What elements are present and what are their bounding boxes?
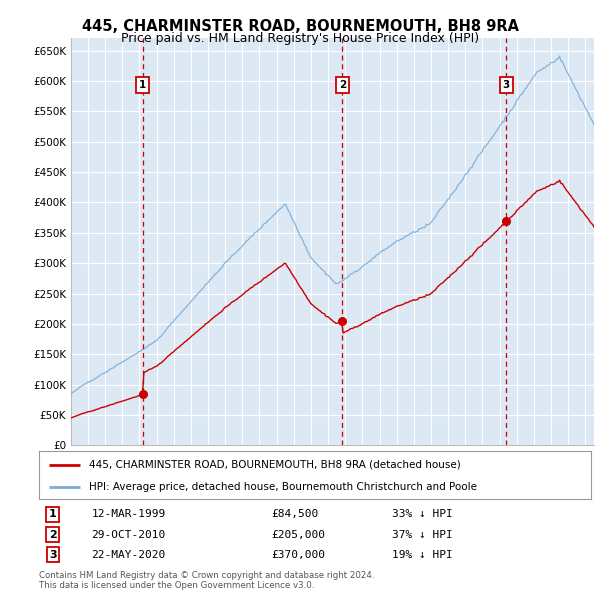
Text: 445, CHARMINSTER ROAD, BOURNEMOUTH, BH8 9RA: 445, CHARMINSTER ROAD, BOURNEMOUTH, BH8 … <box>82 19 518 34</box>
Text: £84,500: £84,500 <box>271 509 318 519</box>
Text: 2: 2 <box>339 80 346 90</box>
Text: £205,000: £205,000 <box>271 530 325 539</box>
Text: Price paid vs. HM Land Registry's House Price Index (HPI): Price paid vs. HM Land Registry's House … <box>121 32 479 45</box>
Text: 29-OCT-2010: 29-OCT-2010 <box>91 530 166 539</box>
Text: 19% ↓ HPI: 19% ↓ HPI <box>392 550 453 560</box>
Text: HPI: Average price, detached house, Bournemouth Christchurch and Poole: HPI: Average price, detached house, Bour… <box>89 482 476 491</box>
Text: 3: 3 <box>49 550 56 560</box>
Text: Contains HM Land Registry data © Crown copyright and database right 2024.: Contains HM Land Registry data © Crown c… <box>39 571 374 580</box>
Text: 22-MAY-2020: 22-MAY-2020 <box>91 550 166 560</box>
Text: 33% ↓ HPI: 33% ↓ HPI <box>392 509 453 519</box>
Text: 445, CHARMINSTER ROAD, BOURNEMOUTH, BH8 9RA (detached house): 445, CHARMINSTER ROAD, BOURNEMOUTH, BH8 … <box>89 460 460 470</box>
Text: 2: 2 <box>49 530 56 539</box>
Text: 12-MAR-1999: 12-MAR-1999 <box>91 509 166 519</box>
Text: 1: 1 <box>49 509 56 519</box>
Text: 3: 3 <box>503 80 510 90</box>
Text: 37% ↓ HPI: 37% ↓ HPI <box>392 530 453 539</box>
Text: 1: 1 <box>139 80 146 90</box>
Text: £370,000: £370,000 <box>271 550 325 560</box>
Text: This data is licensed under the Open Government Licence v3.0.: This data is licensed under the Open Gov… <box>39 581 314 589</box>
